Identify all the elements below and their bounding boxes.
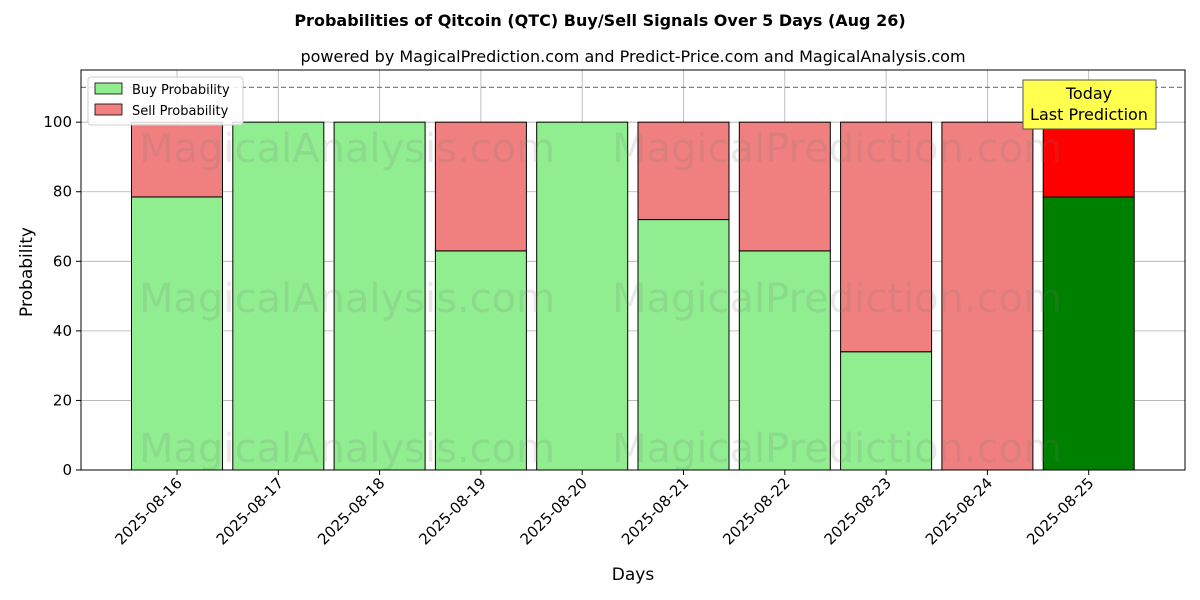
bar-sell-2025-08-19 [434, 121, 527, 252]
x-tick-label-2025-08-21: 2025-08-21 [618, 474, 692, 548]
bar-sell-2025-08-23 [840, 121, 933, 353]
x-tick-label-2025-08-23: 2025-08-23 [821, 474, 895, 548]
x-tick-label-2025-08-24: 2025-08-24 [922, 474, 996, 548]
x-tick-label-2025-08-16: 2025-08-16 [111, 474, 185, 548]
legend-swatch-sell [94, 103, 123, 116]
axes-frame [80, 69, 1186, 471]
bar-buy-2025-08-22 [738, 250, 831, 471]
bar-buy-2025-08-19 [434, 250, 527, 471]
bar-sell-2025-08-21 [637, 121, 730, 221]
legend: Buy Probability Sell Probability [87, 76, 244, 126]
y-tick-label-100: 100 [43, 113, 72, 131]
watermark-analysis-2: MagicalAnalysis.com [139, 276, 555, 322]
chart-subtitle: powered by MagicalPrediction.com and Pre… [300, 47, 965, 66]
x-tick-label-2025-08-25: 2025-08-25 [1023, 474, 1097, 548]
watermark-analysis-3: MagicalAnalysis.com [139, 426, 555, 472]
x-tick-label-2025-08-19: 2025-08-19 [415, 474, 489, 548]
y-axis-label: Probability [17, 227, 37, 317]
bar-buy-2025-08-20 [536, 121, 629, 471]
legend-box [87, 76, 244, 126]
bar-buy-2025-08-25 [1042, 196, 1135, 471]
watermark-prediction-2: MagicalPrediction.com [612, 276, 1062, 322]
x-tick-label-2025-08-17: 2025-08-17 [213, 474, 287, 548]
bar-buy-2025-08-18 [333, 121, 426, 471]
watermarks: MagicalAnalysis.com MagicalPrediction.co… [139, 126, 1062, 472]
watermark-analysis-1: MagicalAnalysis.com [139, 126, 555, 172]
bar-sell-2025-08-22 [738, 121, 831, 252]
bar-buy-2025-08-16 [131, 196, 223, 471]
y-tick-label-20: 20 [53, 391, 72, 409]
watermark-prediction-3: MagicalPrediction.com [612, 426, 1062, 472]
y-tick-label-80: 80 [53, 183, 72, 201]
today-annotation: Today Last Prediction [1022, 79, 1157, 130]
legend-swatch-buy [94, 82, 123, 95]
bars [131, 121, 1135, 471]
y-tick-label-60: 60 [53, 252, 72, 270]
x-axis: 2025-08-16 2025-08-17 2025-08-18 2025-08-19… [111, 470, 1098, 548]
x-tick-label-2025-08-20: 2025-08-20 [517, 474, 591, 548]
bar-sell-2025-08-24 [941, 121, 1034, 471]
annotation-line-today: Today [1065, 84, 1112, 103]
y-tick-label-40: 40 [53, 322, 72, 340]
y-axis: 0 20 40 60 80 100 [43, 113, 81, 479]
annotation-box [1022, 79, 1157, 130]
bar-sell-2025-08-16 [131, 121, 223, 198]
chart-title: Probabilities of Qitcoin (QTC) Buy/Sell … [294, 11, 905, 30]
bar-sell-2025-08-25 [1042, 121, 1135, 198]
bar-buy-2025-08-23 [840, 351, 933, 471]
legend-label-sell: Sell Probability [132, 104, 229, 119]
y-tick-label-0: 0 [62, 461, 72, 479]
x-axis-label: Days [612, 565, 655, 585]
x-tick-label-2025-08-22: 2025-08-22 [719, 474, 793, 548]
x-tick-label-2025-08-18: 2025-08-18 [314, 474, 388, 548]
watermark-prediction-1: MagicalPrediction.com [612, 126, 1062, 172]
legend-label-buy: Buy Probability [132, 83, 230, 98]
annotation-line-last-prediction: Last Prediction [1030, 105, 1148, 124]
